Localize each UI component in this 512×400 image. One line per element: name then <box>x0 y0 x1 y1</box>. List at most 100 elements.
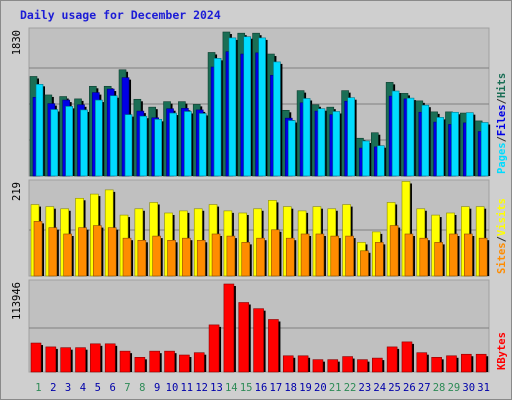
x-tick-label-day-23: 23 <box>359 382 372 394</box>
bar-pages-28 <box>436 117 446 177</box>
bar-pages-9 <box>154 119 164 177</box>
bar-pages-8 <box>139 115 149 177</box>
legend-separator: / <box>496 136 508 142</box>
bar-sites-29 <box>449 233 460 277</box>
x-tick-label-day-17: 17 <box>270 382 283 394</box>
x-tick-label-day-8: 8 <box>139 382 145 394</box>
x-tick-label-day-11: 11 <box>180 382 193 394</box>
bar-pages-12 <box>198 113 209 177</box>
x-tick-label-day-18: 18 <box>284 382 297 394</box>
bar-pages-11 <box>184 111 194 177</box>
bar-sites-30 <box>464 233 475 277</box>
bar-pages-16 <box>258 37 268 177</box>
bar-pages-18 <box>287 120 298 177</box>
bar-sites-15 <box>241 242 252 277</box>
bar-sites-18 <box>285 237 297 277</box>
legend-entry-sites: Sites <box>496 242 508 274</box>
bar-kbytes-18 <box>282 355 296 373</box>
bar-sites-23 <box>360 250 371 277</box>
bar-kbytes-19 <box>297 355 311 373</box>
x-tick-label-day-10: 10 <box>166 382 179 394</box>
bar-kbytes-29 <box>446 355 459 373</box>
bar-pages-13 <box>213 58 224 177</box>
bar-pages-27 <box>421 104 431 177</box>
bar-sites-16 <box>256 237 267 277</box>
bar-kbytes-27 <box>416 352 429 373</box>
x-tick-label-day-7: 7 <box>124 382 130 394</box>
bar-kbytes-23 <box>357 359 370 373</box>
page-title: Daily usage for December 2024 <box>20 8 221 22</box>
bar-sites-10 <box>167 239 178 277</box>
legend-separator: / <box>496 236 508 242</box>
bar-sites-21 <box>330 235 341 277</box>
bar-kbytes-20 <box>312 359 325 373</box>
bar-sites-22 <box>345 235 356 277</box>
bar-sites-11 <box>182 237 193 277</box>
legend-hits-files-pages: Pages/Files/Hits <box>496 73 508 174</box>
bar-kbytes-12 <box>193 352 207 373</box>
bar-kbytes-4 <box>75 347 88 373</box>
y-max-label-visits-sites: 219 <box>11 182 23 201</box>
y-max-label-kbytes: 113946 <box>11 282 23 320</box>
bar-sites-1 <box>33 221 44 277</box>
bar-pages-20 <box>317 108 327 177</box>
bar-pages-22 <box>347 97 357 177</box>
x-tick-label-day-24: 24 <box>373 382 386 394</box>
bar-pages-25 <box>391 90 402 177</box>
bar-sites-28 <box>434 242 445 277</box>
bar-sites-5 <box>93 225 104 277</box>
x-tick-label-day-12: 12 <box>195 382 208 394</box>
x-tick-label-day-5: 5 <box>95 382 101 394</box>
bar-pages-10 <box>169 112 179 177</box>
bar-pages-6 <box>109 95 120 177</box>
bar-kbytes-11 <box>179 354 192 373</box>
x-tick-label-day-6: 6 <box>109 382 115 394</box>
bar-kbytes-9 <box>149 350 162 373</box>
legend-entry-hits: Hits <box>496 73 508 98</box>
bar-kbytes-26 <box>401 341 414 373</box>
bar-pages-4 <box>80 109 90 177</box>
x-tick-label-day-9: 9 <box>154 382 160 394</box>
x-tick-label-day-4: 4 <box>80 382 86 394</box>
x-tick-label-day-29: 29 <box>448 382 461 394</box>
bar-kbytes-3 <box>60 347 73 373</box>
bar-kbytes-5 <box>90 343 103 373</box>
bar-sites-3 <box>63 233 74 277</box>
legend-separator: / <box>496 98 508 104</box>
bar-pages-2 <box>50 109 60 177</box>
x-tick-label-day-14: 14 <box>225 382 238 394</box>
legend-entry-files: Files <box>496 104 508 136</box>
x-tick-label-day-3: 3 <box>65 382 71 394</box>
bar-pages-14 <box>228 37 238 177</box>
bar-kbytes-30 <box>461 353 474 373</box>
y-max-label-hits-files-pages: 1830 <box>11 30 23 55</box>
bar-sites-25 <box>389 225 401 277</box>
bar-pages-31 <box>480 122 491 177</box>
bar-kbytes-10 <box>164 350 177 373</box>
bar-kbytes-13 <box>208 324 222 373</box>
x-tick-label-day-16: 16 <box>255 382 268 394</box>
x-tick-label-day-1: 1 <box>35 382 41 394</box>
bar-pages-15 <box>243 36 253 177</box>
bar-pages-21 <box>332 111 342 177</box>
legend-entry-pages: Pages <box>496 142 508 174</box>
bar-kbytes-14 <box>223 283 236 373</box>
legend-visits-sites: Sites/Visits <box>496 198 508 274</box>
bar-kbytes-21 <box>327 359 340 373</box>
bar-kbytes-24 <box>371 357 385 373</box>
bar-sites-20 <box>315 233 326 277</box>
bar-sites-7 <box>122 237 134 277</box>
bar-kbytes-2 <box>45 346 58 373</box>
bar-sites-12 <box>196 239 208 277</box>
legend-entry-visits: Visits <box>496 198 508 236</box>
bar-sites-8 <box>137 239 148 277</box>
x-tick-label-day-28: 28 <box>433 382 446 394</box>
bar-kbytes-28 <box>431 357 444 373</box>
x-tick-label-day-15: 15 <box>240 382 253 394</box>
x-tick-label-day-21: 21 <box>329 382 342 394</box>
bar-pages-17 <box>273 61 283 177</box>
x-tick-label-day-31: 31 <box>477 382 490 394</box>
bar-kbytes-31 <box>475 353 489 373</box>
x-tick-label-day-22: 22 <box>344 382 357 394</box>
